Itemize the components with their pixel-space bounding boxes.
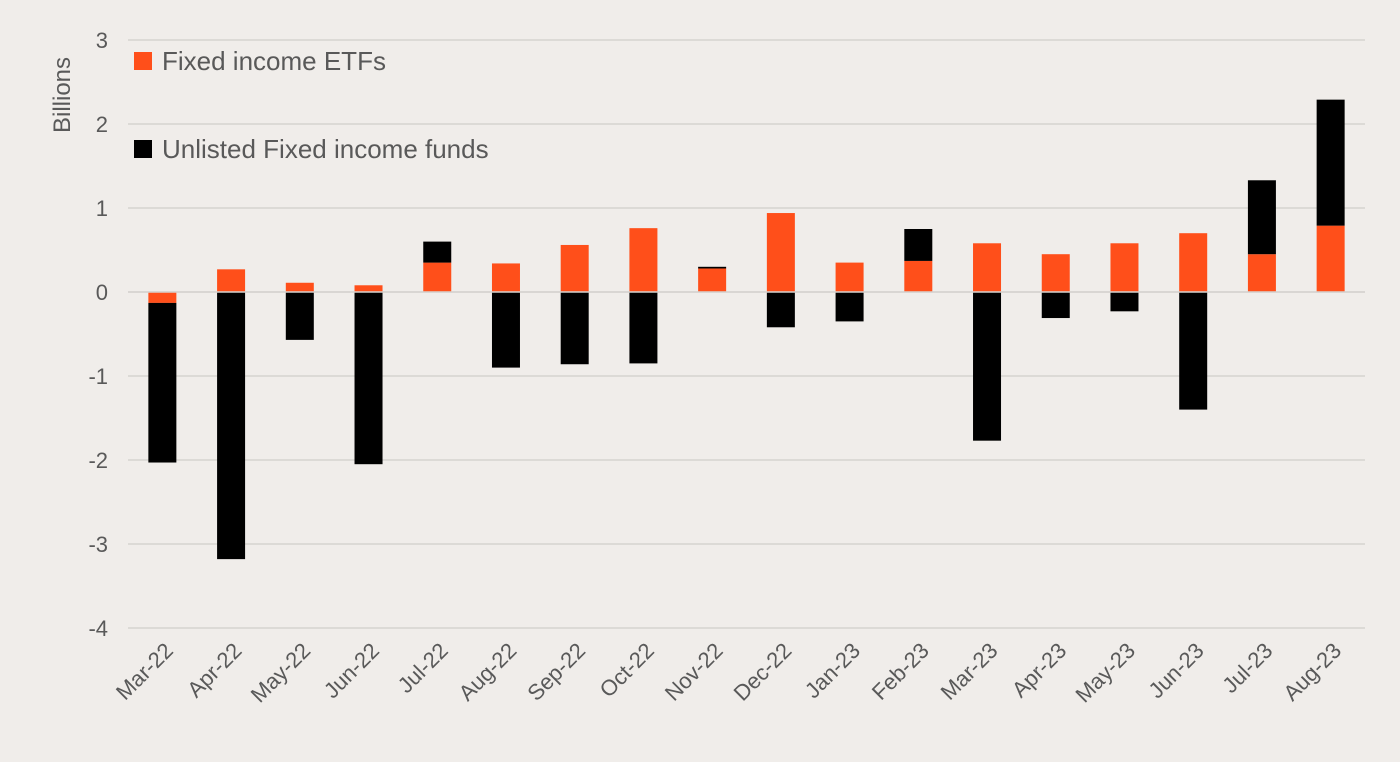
y-tick-label: 1 (96, 196, 108, 221)
x-tick-label: Nov-22 (660, 638, 728, 706)
y-tick-label: -1 (88, 364, 108, 389)
bar-etf-Jun-22 (354, 285, 383, 292)
legend: Fixed income ETFs Unlisted Fixed income … (134, 46, 489, 164)
bar-etf-Sep-22 (560, 244, 589, 292)
x-tick-label: May-23 (1070, 638, 1140, 708)
legend-swatch-unlisted (134, 140, 152, 158)
x-tick-label: Dec-22 (729, 638, 797, 706)
bar-etf-Dec-22 (766, 213, 795, 292)
bar-etf-Oct-22 (629, 228, 658, 292)
bar-etf-Aug-23 (1316, 225, 1345, 292)
legend-swatch-etf (134, 52, 152, 70)
y-tick-label: -2 (88, 448, 108, 473)
bar-unlisted-Nov-22 (698, 266, 727, 269)
bar-unlisted-Dec-22 (766, 292, 795, 328)
bar-unlisted-May-23 (1110, 292, 1139, 312)
y-tick-label: 2 (96, 112, 108, 137)
legend-label-unlisted: Unlisted Fixed income funds (162, 134, 489, 164)
bar-etf-Apr-22 (217, 269, 246, 292)
bar-unlisted-Oct-22 (629, 292, 658, 364)
bars (128, 99, 1365, 560)
bar-unlisted-Apr-22 (217, 292, 246, 560)
y-tick-label: 0 (96, 280, 108, 305)
bar-etf-Jul-22 (423, 262, 452, 292)
x-tick-label: Jun-23 (1143, 638, 1208, 703)
x-tick-label: Apr-22 (182, 638, 246, 702)
x-tick-label: Jul-23 (1217, 638, 1277, 698)
y-axis-label: Billions (49, 57, 76, 133)
bar-etf-Aug-22 (491, 263, 520, 292)
bar-unlisted-Mar-22 (148, 302, 177, 463)
x-tick-label: Jul-22 (393, 638, 453, 698)
bar-unlisted-Jun-22 (354, 292, 383, 465)
bar-unlisted-Jul-22 (423, 241, 452, 263)
bar-etf-Mar-23 (973, 243, 1002, 292)
x-tick-label: Jun-22 (319, 638, 384, 703)
bar-unlisted-Aug-22 (491, 292, 520, 368)
bar-etf-May-22 (285, 282, 314, 292)
bar-etf-May-23 (1110, 243, 1139, 292)
x-axis-ticks: Mar-22 Apr-22 May-22 Jun-22 Jul-22 Aug-22 Sep-… (111, 638, 1346, 708)
x-tick-label: Apr-23 (1007, 638, 1071, 702)
bar-unlisted-Mar-23 (973, 292, 1002, 441)
x-tick-label: Oct-22 (595, 638, 659, 702)
y-tick-label: -3 (88, 532, 108, 557)
x-tick-label: Aug-22 (454, 638, 522, 706)
bar-unlisted-Apr-23 (1041, 292, 1070, 319)
bar-etf-Jul-23 (1247, 254, 1276, 292)
bar-etf-Jun-23 (1179, 233, 1208, 292)
bar-etf-Mar-22 (148, 292, 177, 303)
x-tick-label: Mar-22 (111, 638, 178, 705)
y-tick-label: -4 (88, 616, 108, 641)
bar-unlisted-May-22 (285, 292, 314, 340)
x-tick-label: Aug-23 (1278, 638, 1346, 706)
bar-unlisted-Jan-23 (835, 292, 864, 322)
bar-unlisted-Jul-23 (1247, 180, 1276, 255)
bar-etf-Nov-22 (698, 268, 727, 292)
bar-unlisted-Aug-23 (1316, 99, 1345, 226)
x-tick-label: May-22 (246, 638, 316, 708)
bar-etf-Apr-23 (1041, 254, 1070, 292)
bar-etf-Feb-23 (904, 260, 933, 292)
x-tick-label: Jan-23 (800, 638, 865, 703)
bar-unlisted-Feb-23 (904, 229, 933, 261)
y-tick-label: 3 (96, 28, 108, 53)
x-tick-label: Sep-22 (522, 638, 590, 706)
legend-label-etf: Fixed income ETFs (162, 46, 386, 76)
bar-etf-Jan-23 (835, 262, 864, 292)
y-axis-ticks: 3 2 1 0 -1 -2 -3 -4 (88, 28, 108, 641)
bar-unlisted-Jun-23 (1179, 292, 1208, 410)
bar-unlisted-Sep-22 (560, 292, 589, 365)
x-tick-label: Mar-23 (936, 638, 1003, 705)
x-tick-label: Feb-23 (867, 638, 934, 705)
